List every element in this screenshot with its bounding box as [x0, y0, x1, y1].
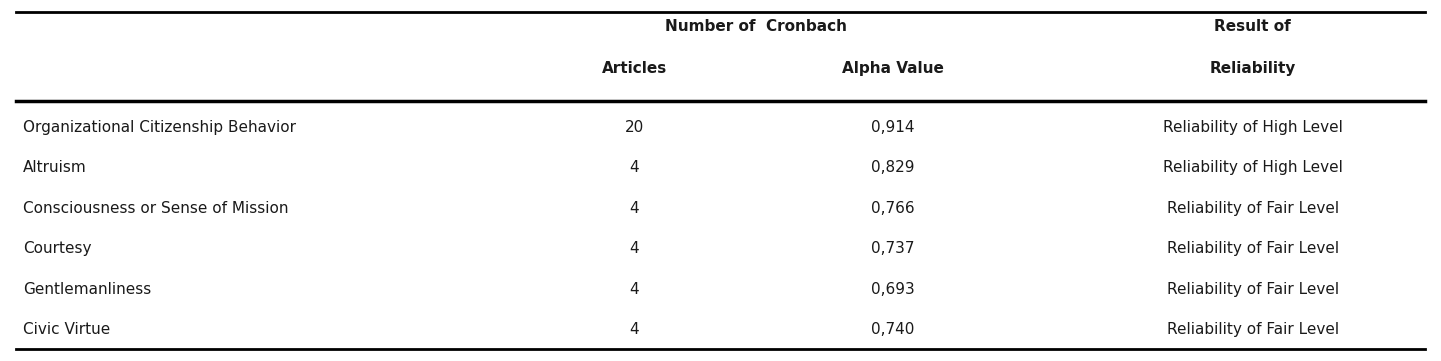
Text: Reliability of Fair Level: Reliability of Fair Level — [1167, 322, 1339, 337]
Text: 4: 4 — [630, 241, 638, 256]
Text: 0,766: 0,766 — [872, 201, 915, 216]
Text: Organizational Citizenship Behavior: Organizational Citizenship Behavior — [23, 120, 295, 135]
Text: Gentlemanliness: Gentlemanliness — [23, 282, 151, 297]
Text: Number of  Cronbach: Number of Cronbach — [666, 19, 847, 34]
Text: 0,693: 0,693 — [872, 282, 915, 297]
Text: 0,914: 0,914 — [872, 120, 915, 135]
Text: Reliability of Fair Level: Reliability of Fair Level — [1167, 241, 1339, 256]
Text: Reliability: Reliability — [1209, 61, 1295, 76]
Text: Articles: Articles — [601, 61, 667, 76]
Text: Reliability of Fair Level: Reliability of Fair Level — [1167, 201, 1339, 216]
Text: Consciousness or Sense of Mission: Consciousness or Sense of Mission — [23, 201, 288, 216]
Text: 4: 4 — [630, 160, 638, 175]
Text: Alpha Value: Alpha Value — [842, 61, 944, 76]
Text: 4: 4 — [630, 322, 638, 337]
Text: 4: 4 — [630, 282, 638, 297]
Text: Courtesy: Courtesy — [23, 241, 91, 256]
Text: 0,737: 0,737 — [872, 241, 915, 256]
Text: Result of: Result of — [1215, 19, 1291, 34]
Text: 20: 20 — [624, 120, 644, 135]
Text: Civic Virtue: Civic Virtue — [23, 322, 110, 337]
Text: Altruism: Altruism — [23, 160, 86, 175]
Text: 0,740: 0,740 — [872, 322, 915, 337]
Text: Reliability of High Level: Reliability of High Level — [1163, 160, 1343, 175]
Text: Reliability of Fair Level: Reliability of Fair Level — [1167, 282, 1339, 297]
Text: Reliability of High Level: Reliability of High Level — [1163, 120, 1343, 135]
Text: 0,829: 0,829 — [872, 160, 915, 175]
Text: 4: 4 — [630, 201, 638, 216]
